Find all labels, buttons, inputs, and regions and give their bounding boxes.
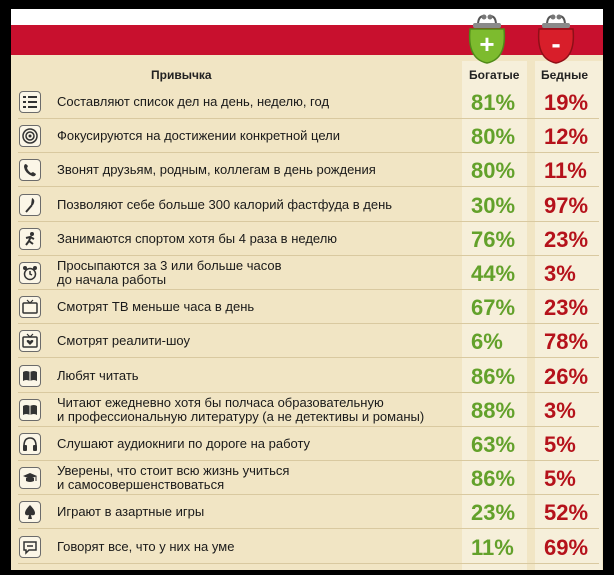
spade-icon [19,501,41,524]
habit-text: Любят читать [57,367,139,383]
row-divider [18,118,599,119]
rich-percentage: 63% [471,432,516,457]
table-row: Смотрят ТВ меньше часа в день 67% 23% [11,290,603,325]
habit-text: Занимаются спортом хотя бы 4 раза в неде… [57,230,338,246]
row-divider [18,494,599,496]
rich-percentage: 80% [471,158,516,184]
table-row: Занимаются спортом хотя бы 4 раза в неде… [11,222,603,256]
poor-percentage: 23% [544,295,589,321]
poor-percentage: 78% [544,329,589,355]
rich-percentage: 44% [471,261,516,286]
rich-percentage: 30% [471,192,516,218]
habit-column-header: Привычка [151,68,212,82]
rich-column-header: Богатые [469,68,520,82]
habit-text: Звонят друзьям, родным, коллегам в день … [57,162,376,178]
table-row: Звонят друзьям, родным, коллегам в день … [11,153,603,188]
habit-text: Смотрят реалити-шоу [57,333,191,349]
row-divider [18,186,599,188]
table-row: Слушают аудиокниги по дороге на работу 63… [11,427,603,461]
poor-percentage: 3% [544,397,576,423]
habit-text: Фокусируются на достижении конкретной це… [57,128,341,144]
book-icon [19,398,41,421]
alarm-clock-icon [19,262,41,284]
table-row: Составляют список дел на день, неделю, г… [11,85,603,119]
poor-percentage: 5% [544,432,576,457]
habit-text: Читают ежедневно хотя бы полчаса образов… [57,394,425,424]
table-row: Играют в азартные игры 23% 52% [11,495,603,530]
rich-percentage: 76% [471,226,516,252]
row-divider [18,323,599,325]
rich-percentage: 88% [471,397,516,423]
phone-icon [19,159,41,182]
rich-column-background [462,61,527,570]
row-divider [18,460,599,461]
table-row: Позволяют себе больше 300 калорий фастфу… [11,188,603,222]
habit-text: Составляют список дел на день, неделю, г… [57,94,330,109]
red-header-band [11,25,603,55]
row-divider [18,562,599,564]
table-row: Фокусируются на достижении конкретной це… [11,119,603,154]
habit-text: Уверены, что стоит всю жизнь учиться и с… [57,463,290,493]
rich-percentage: 86% [471,363,516,389]
poor-percentage: 97% [544,192,589,218]
table-row: Уверены, что стоит всю жизнь учиться и с… [11,461,603,496]
habit-text: Играют в азартные игры [57,504,205,520]
table-row: Говорят все, что у них на уме 11% 69% [11,530,603,564]
poor-percentage: 11% [544,158,587,184]
row-divider [18,357,599,359]
graduation-cap-icon [19,467,41,490]
habit-text: Говорят все, что у них на уме [57,538,235,554]
top-white-strip [11,9,603,25]
poor-percentage: 3% [544,261,576,286]
poor-column-background [535,61,602,570]
poor-percentage: 23% [544,226,589,252]
fork-icon [19,193,41,216]
poor-percentage: 69% [544,534,589,560]
row-divider [18,391,599,393]
book-icon [19,364,41,387]
rich-percentage: 80% [471,124,516,150]
rich-percentage: 81% [471,90,516,115]
habit-text: Позволяют себе больше 300 калорий фастфу… [57,196,393,212]
svg-text:+: + [479,29,494,59]
rich-percentage: 11% [471,534,514,560]
row-divider [18,289,599,290]
row-divider [18,254,599,256]
poor-percentage: 26% [544,363,589,389]
green-purse-plus-icon: + [468,14,506,64]
row-divider [18,152,599,154]
poor-percentage: 52% [544,500,589,526]
headphones-icon [19,433,41,455]
row-divider [18,220,599,222]
habit-text: Смотрят ТВ меньше часа в день [57,299,255,315]
table-row: Просыпаются за 3 или больше часов до нач… [11,256,603,290]
red-purse-minus-icon: - [537,14,575,64]
list-icon [19,91,41,113]
rich-percentage: 86% [471,466,516,492]
rich-percentage: 23% [471,500,516,526]
speech-bubble-icon [19,535,41,558]
infographic: + - Привычка Богатые Бедные Составляют с… [11,9,603,570]
table-header: Привычка Богатые Бедные [11,65,603,85]
poor-percentage: 12% [544,124,589,150]
runner-icon [19,227,41,250]
poor-percentage: 5% [544,466,576,492]
table-row: Читают ежедневно хотя бы полчаса образов… [11,393,603,427]
rich-percentage: 6% [471,329,503,355]
table-row: Любят читать 86% 26% [11,359,603,393]
target-icon [19,125,41,148]
poor-percentage: 19% [544,90,589,115]
row-divider [18,425,599,427]
poor-column-header: Бедные [541,68,589,82]
rich-percentage: 67% [471,295,516,321]
svg-text:-: - [551,28,560,59]
tv-heart-icon [19,330,41,353]
table-row: Смотрят реалити-шоу 6% 78% [11,324,603,359]
habit-text: Просыпаются за 3 или больше часов до нач… [57,258,282,287]
tv-icon [19,296,41,319]
habit-text: Слушают аудиокниги по дороге на работу [57,436,311,451]
row-divider [18,528,599,530]
